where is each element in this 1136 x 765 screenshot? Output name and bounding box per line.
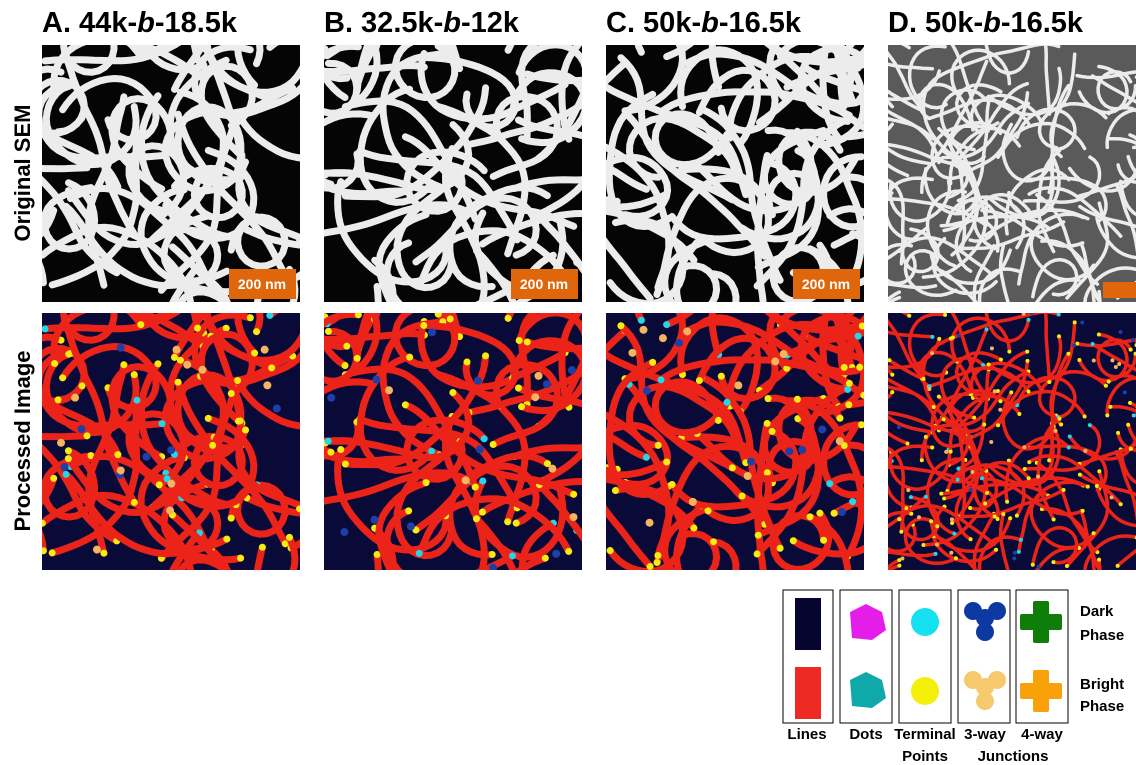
icon-dark-3way bbox=[964, 602, 1006, 641]
title-part: -16.5k bbox=[719, 7, 802, 39]
legend-row-label: Phase bbox=[1080, 698, 1124, 715]
icon-bright-dot bbox=[850, 672, 886, 708]
title-part: b bbox=[983, 7, 1001, 39]
title-part: -18.5k bbox=[155, 7, 238, 39]
icon-dark-4way bbox=[1022, 603, 1060, 641]
row-label: Processed Image bbox=[10, 351, 35, 532]
title-part: -16.5k bbox=[1001, 7, 1084, 39]
legend-label: 4-way bbox=[1021, 726, 1063, 743]
scale-bar-label: 200 nm bbox=[520, 276, 568, 292]
legend-label: 3-way bbox=[964, 726, 1006, 743]
scale-bar-label: 200 nm bbox=[802, 276, 850, 292]
title-part: D. 50k- bbox=[888, 7, 983, 39]
figure: Original SEM Processed Image A. 44k-b-18… bbox=[0, 0, 1136, 765]
title-part: C. 50k- bbox=[606, 7, 701, 39]
icon-dark-dot bbox=[850, 604, 886, 640]
legend-label: Lines bbox=[787, 726, 826, 743]
legend-label: Terminal bbox=[894, 726, 955, 743]
icon-dark-line bbox=[795, 598, 821, 650]
icon-bright-terminal bbox=[911, 677, 939, 705]
icon-bright-3way bbox=[964, 671, 1006, 710]
legend-row-label: Dark bbox=[1080, 603, 1114, 620]
legend: Lines Dots Terminal Points 3-way 4-way J… bbox=[783, 590, 1124, 765]
panel-title: D. 50k-b-16.5k bbox=[888, 7, 1084, 39]
panel-title: B. 32.5k-b-12k bbox=[324, 7, 520, 39]
panel-title: C. 50k-b-16.5k bbox=[606, 7, 802, 39]
scale-bar bbox=[1103, 282, 1136, 298]
legend-row-label: Bright bbox=[1080, 676, 1124, 693]
legend-label: Junctions bbox=[978, 748, 1049, 765]
title-part: b bbox=[701, 7, 719, 39]
title-part: b bbox=[137, 7, 155, 39]
legend-label: Dots bbox=[849, 726, 882, 743]
title-part: A. 44k- bbox=[42, 7, 137, 39]
legend-label: Points bbox=[902, 748, 948, 765]
legend-row-label: Phase bbox=[1080, 627, 1124, 644]
title-part: -12k bbox=[461, 7, 520, 39]
scale-bar-label: 200 nm bbox=[238, 276, 286, 292]
row-label: Original SEM bbox=[10, 105, 35, 242]
title-part: b bbox=[443, 7, 461, 39]
title-part: B. 32.5k- bbox=[324, 7, 443, 39]
icon-dark-terminal bbox=[911, 608, 939, 636]
icon-bright-4way bbox=[1022, 672, 1060, 710]
panel-title: A. 44k-b-18.5k bbox=[42, 7, 238, 39]
icon-bright-line bbox=[795, 667, 821, 719]
